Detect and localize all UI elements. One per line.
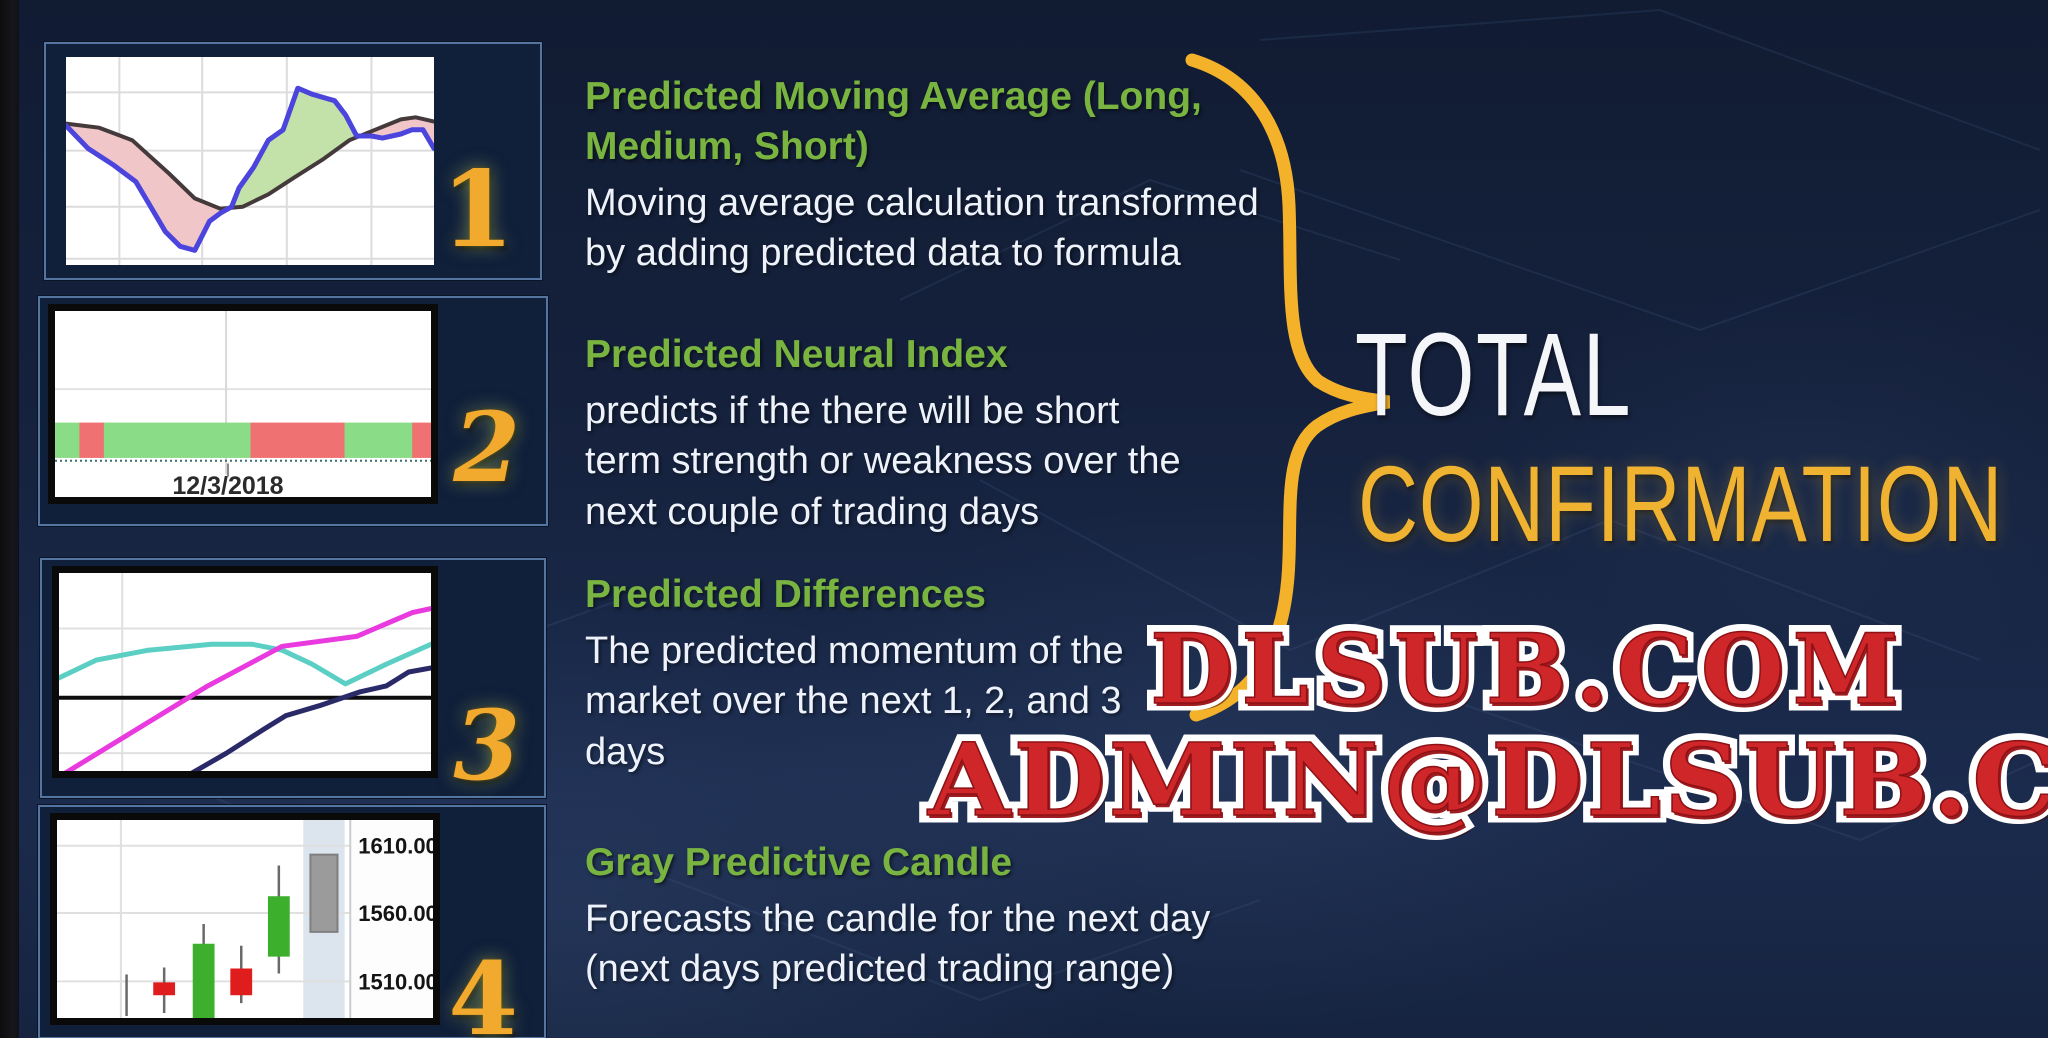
neural-index-chart: 12/3/2018: [48, 304, 438, 504]
feature-title-1: Predicted Moving Average (Long, Medium, …: [585, 75, 1202, 168]
svg-text:1560.00: 1560.00: [358, 901, 433, 926]
left-edge-strip: [0, 0, 19, 1038]
svg-text:1610.00: 1610.00: [358, 834, 433, 859]
feature-text-2: Predicted Neural Index predicts if the t…: [585, 330, 1305, 538]
watermark-email-outline: ADMIN@DLSUB.COM: [920, 721, 2048, 839]
watermark-site: DLSUB.COM DLSUB.COM: [1143, 613, 1907, 726]
moving-average-chart: [66, 57, 434, 265]
feature-desc-3: The predicted momentum of the market ove…: [585, 629, 1124, 773]
step-number-3: 3: [453, 689, 520, 802]
feature-title-2: Predicted Neural Index: [585, 333, 1008, 376]
step-number-2: 2: [453, 391, 520, 504]
watermark-email-text: ADMIN@DLSUB.COM: [927, 721, 2048, 839]
feature-title-4: Gray Predictive Candle: [585, 841, 1013, 884]
feature-text-3: Predicted Differences The predicted mome…: [585, 570, 1305, 778]
step-number-1: 1: [440, 147, 514, 271]
feature-desc-2: predicts if the there will be short term…: [585, 389, 1181, 533]
watermark-email: ADMIN@DLSUB.COM ADMIN@DLSUB.COM: [920, 721, 2048, 839]
thumbnail-panel-2: 12/3/2018 2: [38, 296, 548, 526]
feature-title-3: Predicted Differences: [585, 573, 986, 616]
watermark-site-outline: DLSUB.COM: [1143, 613, 1907, 726]
feature-text-1: Predicted Moving Average (Long, Medium, …: [585, 72, 1305, 279]
conclusion-line-1: TOTAL: [1355, 309, 1632, 441]
conclusion-line-2: CONFIRMATION: [1358, 443, 2004, 564]
thumbnail-panel-3: 3: [40, 558, 546, 798]
predicted-differences-chart: [52, 566, 438, 778]
step-number-4: 4: [448, 940, 518, 1038]
predictive-candle-chart: 1610.00 1560.00 1510.00: [50, 813, 440, 1025]
svg-text:1510.00: 1510.00: [358, 969, 433, 994]
feature-text-4: Gray Predictive Candle Forecasts the can…: [585, 838, 1305, 995]
thumbnail-panel-1: 1: [44, 42, 542, 280]
feature-desc-1: Moving average calculation transformed b…: [585, 181, 1259, 275]
thumbnail-panel-4: 1610.00 1560.00 1510.00 4: [38, 805, 546, 1038]
watermark-site-text: DLSUB.COM: [1149, 613, 1907, 726]
feature-desc-4: Forecasts the candle for the next day (n…: [585, 897, 1211, 991]
svg-text:12/3/2018: 12/3/2018: [172, 472, 283, 497]
